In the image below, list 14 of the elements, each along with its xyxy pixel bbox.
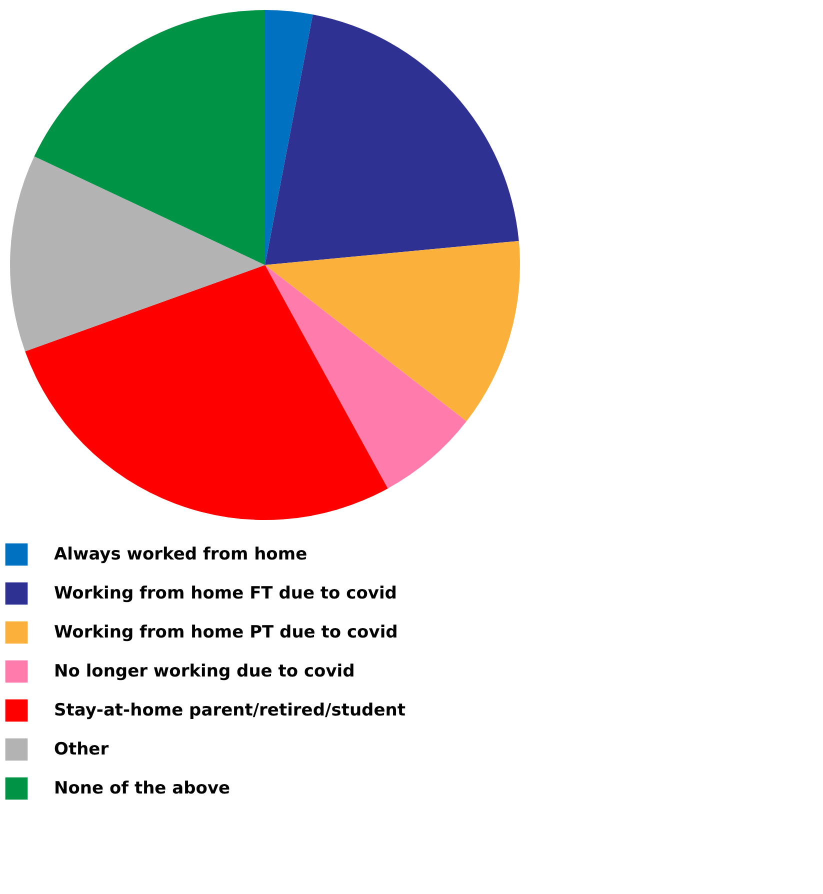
pie-slice [265, 14, 519, 265]
legend-label: Stay-at-home parent/retired/student [54, 700, 406, 720]
pie-slice [10, 156, 265, 352]
pie-slice [34, 10, 265, 265]
pie-slice [265, 10, 313, 265]
legend-label: None of the above [54, 778, 230, 798]
legend-label: Other [54, 740, 110, 760]
legend-label: Always worked from home [54, 544, 308, 564]
legend-label: Working from home PT due to covid [54, 622, 398, 642]
pie-slice [25, 265, 388, 520]
pie-slice [265, 265, 466, 488]
legend-label: No longer working due to covid [54, 662, 355, 682]
legend-label: Working from home FT due to covid [54, 584, 397, 604]
pie-slice [265, 241, 520, 422]
